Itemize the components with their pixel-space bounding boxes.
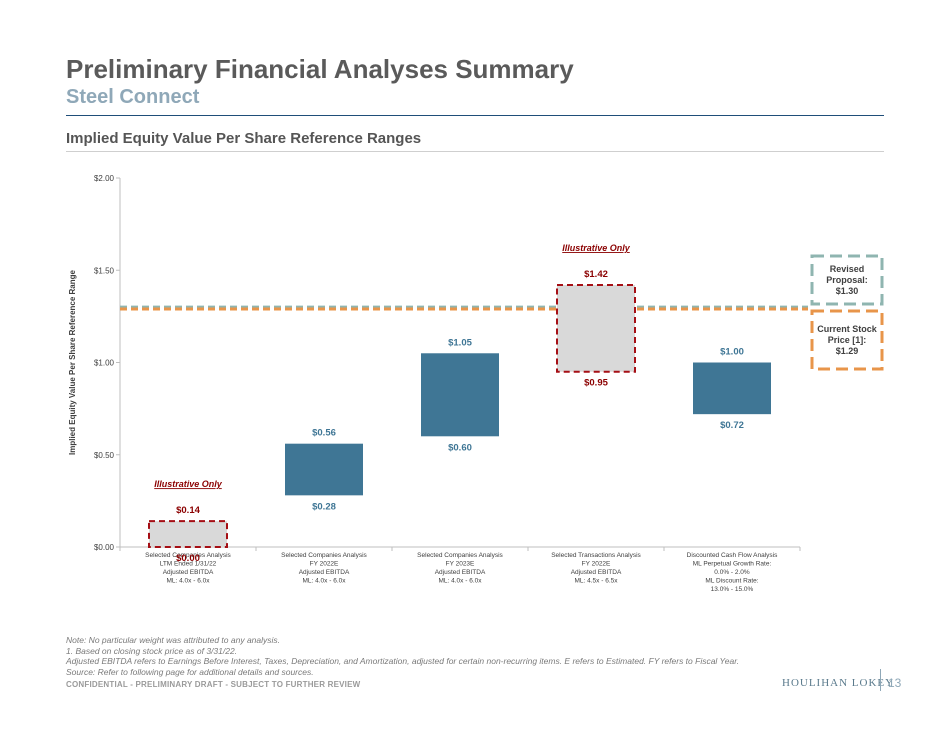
illustrative-only-label: Illustrative Only bbox=[154, 479, 223, 489]
x-category-label-line: ML: 4.0x - 6.0x bbox=[439, 578, 483, 585]
x-category-label-line: Selected Companies Analysis bbox=[281, 552, 367, 559]
section-title: Implied Equity Value Per Share Reference… bbox=[66, 130, 422, 147]
x-category-label-line: Selected Companies Analysis bbox=[145, 552, 231, 559]
y-tick-label: $1.50 bbox=[94, 266, 115, 275]
bar-low-label: $0.95 bbox=[584, 378, 608, 389]
range-bar bbox=[693, 362, 771, 415]
range-bar bbox=[421, 353, 499, 437]
bar-high-label: $1.42 bbox=[584, 269, 608, 280]
x-category-label-line: 0.0% - 2.0% bbox=[714, 569, 750, 576]
x-category-label-line: ML: 4.0x - 6.0x bbox=[167, 578, 211, 585]
x-category-label-line: Selected Transactions Analysis bbox=[551, 552, 641, 559]
confidential-notice: CONFIDENTIAL - PRELIMINARY DRAFT - SUBJE… bbox=[66, 680, 361, 689]
title-divider bbox=[66, 115, 884, 116]
x-category-label-line: ML Discount Rate: bbox=[705, 578, 758, 585]
x-category-label-line: Adjusted EBITDA bbox=[163, 569, 214, 576]
equity-value-chart: $0.00 $0.50 $1.00 $1.50 $2.00 Implied Equity … bbox=[68, 174, 884, 593]
bar-low-label: $0.72 bbox=[720, 420, 744, 431]
bar-low-label: $0.60 bbox=[448, 442, 472, 453]
x-category-label-line: FY 2023E bbox=[446, 561, 475, 568]
reference-legend-label: $1.30 bbox=[836, 286, 859, 296]
footnotes: Note: No particular weight was attribute… bbox=[66, 635, 739, 677]
x-category-label-line: ML: 4.5x - 6.5x bbox=[575, 578, 619, 585]
x-category-label: Selected Companies Analysis LTM Ended 1/3… bbox=[145, 552, 231, 585]
y-tick-label: $2.00 bbox=[94, 174, 115, 183]
page-number: 13 bbox=[888, 676, 902, 690]
page-subtitle: Steel Connect bbox=[66, 86, 200, 108]
x-category-label-line: Discounted Cash Flow Analysis bbox=[687, 552, 778, 559]
y-tick-label: $1.00 bbox=[94, 359, 115, 368]
footnote-line: Note: No particular weight was attribute… bbox=[66, 635, 281, 645]
reference-legend-label: Revised bbox=[830, 264, 865, 274]
bar-high-label: $0.14 bbox=[176, 505, 200, 516]
y-tick-label: $0.00 bbox=[94, 543, 115, 552]
section-divider bbox=[66, 151, 884, 152]
x-category-label-line: ML Perpetual Growth Rate: bbox=[693, 561, 772, 568]
x-category-label-line: Selected Companies Analysis bbox=[417, 552, 503, 559]
bar-high-label: $0.56 bbox=[312, 428, 336, 439]
reference-legend-label: Proposal: bbox=[826, 275, 868, 285]
reference-legend-label: Current Stock bbox=[817, 324, 878, 334]
x-category-label-line: ML: 4.0x - 6.0x bbox=[303, 578, 347, 585]
y-tick-label: $0.50 bbox=[94, 451, 115, 460]
footnote-line: Source: Refer to following page for addi… bbox=[66, 666, 314, 677]
x-category-label: Selected Transactions Analysis FY 2022E Ad… bbox=[551, 552, 641, 585]
x-category-label-line: Adjusted EBITDA bbox=[571, 569, 622, 576]
illustrative-only-label: Illustrative Only bbox=[562, 243, 631, 253]
reference-legend-box-revised-proposal bbox=[810, 254, 884, 306]
x-category-label-line: FY 2022E bbox=[310, 561, 339, 568]
reference-legend-box-current-stock-price bbox=[810, 309, 884, 371]
reference-legend-label: $1.29 bbox=[836, 346, 859, 356]
page-title: Preliminary Financial Analyses Summary bbox=[66, 54, 574, 84]
bar-high-label: $1.00 bbox=[720, 347, 744, 358]
bar-low-label: $0.00 bbox=[176, 553, 200, 564]
x-category-label-line: FY 2022E bbox=[582, 561, 611, 568]
y-axis-title: Implied Equity Value Per Share Reference… bbox=[68, 269, 77, 455]
x-category-label: Selected Companies Analysis FY 2023E Adjus… bbox=[417, 552, 503, 585]
range-bar-illustrative bbox=[556, 284, 636, 373]
footnote-line: Adjusted EBITDA refers to Earnings Befor… bbox=[66, 656, 740, 666]
company-logo: HOULIHAN LOKEY bbox=[782, 677, 895, 689]
x-category-label: Discounted Cash Flow Analysis ML Perpetua… bbox=[687, 552, 778, 593]
range-bar-illustrative bbox=[148, 520, 228, 548]
range-bar bbox=[285, 443, 363, 496]
bar-low-label: $0.28 bbox=[312, 501, 336, 512]
footnote-line: 1. Based on closing stock price as of 3/… bbox=[66, 645, 238, 656]
bar-high-label: $1.05 bbox=[448, 337, 472, 348]
x-category-label-line: Adjusted EBITDA bbox=[435, 569, 486, 576]
x-category-label-line: LTM Ended 1/31/22 bbox=[160, 561, 217, 568]
x-category-label-line: 13.0% - 15.0% bbox=[711, 586, 754, 593]
reference-legend-label: Price [1]: bbox=[828, 335, 867, 345]
x-category-label: Selected Companies Analysis FY 2022E Adjus… bbox=[281, 552, 367, 585]
logo-divider bbox=[880, 669, 881, 691]
x-category-label-line: Adjusted EBITDA bbox=[299, 569, 350, 576]
